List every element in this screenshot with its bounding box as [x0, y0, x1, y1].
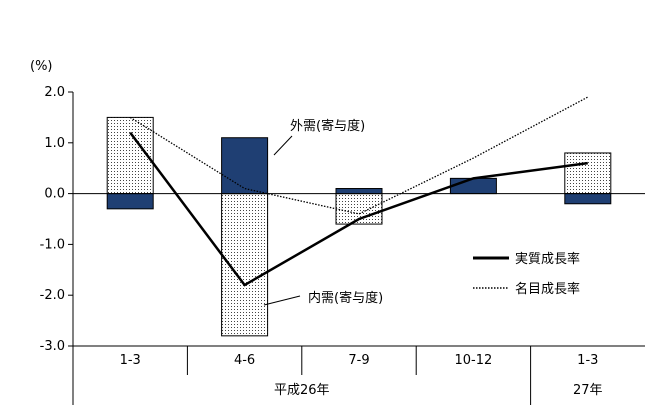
y-tick-label: 1.0 — [44, 136, 65, 151]
annotation-naiju-leader — [263, 295, 301, 306]
y-axis-ticks: 2.0 1.0 0.0 -1.0 -2.0 -3.0 — [40, 85, 73, 354]
line-real-growth — [129, 131, 588, 287]
x-axis-labels: 平成26年 27年 1-3 4-6 7-9 10-12 1-3 — [120, 346, 603, 405]
annotation-gaiju-leader — [273, 135, 293, 156]
legend: 実質成長率 名目成長率 — [473, 251, 580, 297]
annotation-gaiju: 外需(寄与度) — [273, 118, 365, 156]
lines — [129, 96, 589, 287]
y-tick-label: 0.0 — [44, 187, 65, 202]
x-tick-label: 4-6 — [234, 353, 255, 368]
x-tick-label: 1-3 — [577, 353, 598, 368]
legend-real-label: 実質成長率 — [515, 251, 580, 267]
x-tick-label: 7-9 — [348, 353, 369, 368]
y-unit-label: (%) — [30, 59, 53, 74]
y-tick-label: -3.0 — [40, 339, 65, 354]
bar-naiju — [221, 193, 269, 337]
bar-gaiju — [106, 193, 154, 210]
x-tick-label: 1-3 — [120, 353, 141, 368]
bar-gaiju — [449, 177, 497, 195]
annotation-naiju: 内需(寄与度) — [263, 290, 383, 306]
y-tick-label: -1.0 — [40, 237, 65, 252]
bar-gaiju — [564, 193, 612, 205]
bar-gaiju — [221, 137, 269, 195]
x-tick-label: 10-12 — [455, 353, 493, 368]
y-tick-label: -2.0 — [40, 288, 65, 303]
annotation-naiju-label: 内需(寄与度) — [308, 290, 383, 306]
legend-nominal-label: 名目成長率 — [515, 281, 580, 297]
bar-naiju — [564, 152, 612, 195]
annotation-gaiju-label: 外需(寄与度) — [290, 118, 365, 134]
x-year-label: 27年 — [573, 383, 603, 398]
bars — [106, 116, 612, 337]
y-tick-label: 2.0 — [44, 85, 65, 100]
axes-frame — [72, 92, 645, 405]
x-year-label: 平成26年 — [274, 383, 330, 398]
bar-gaiju — [335, 188, 383, 195]
